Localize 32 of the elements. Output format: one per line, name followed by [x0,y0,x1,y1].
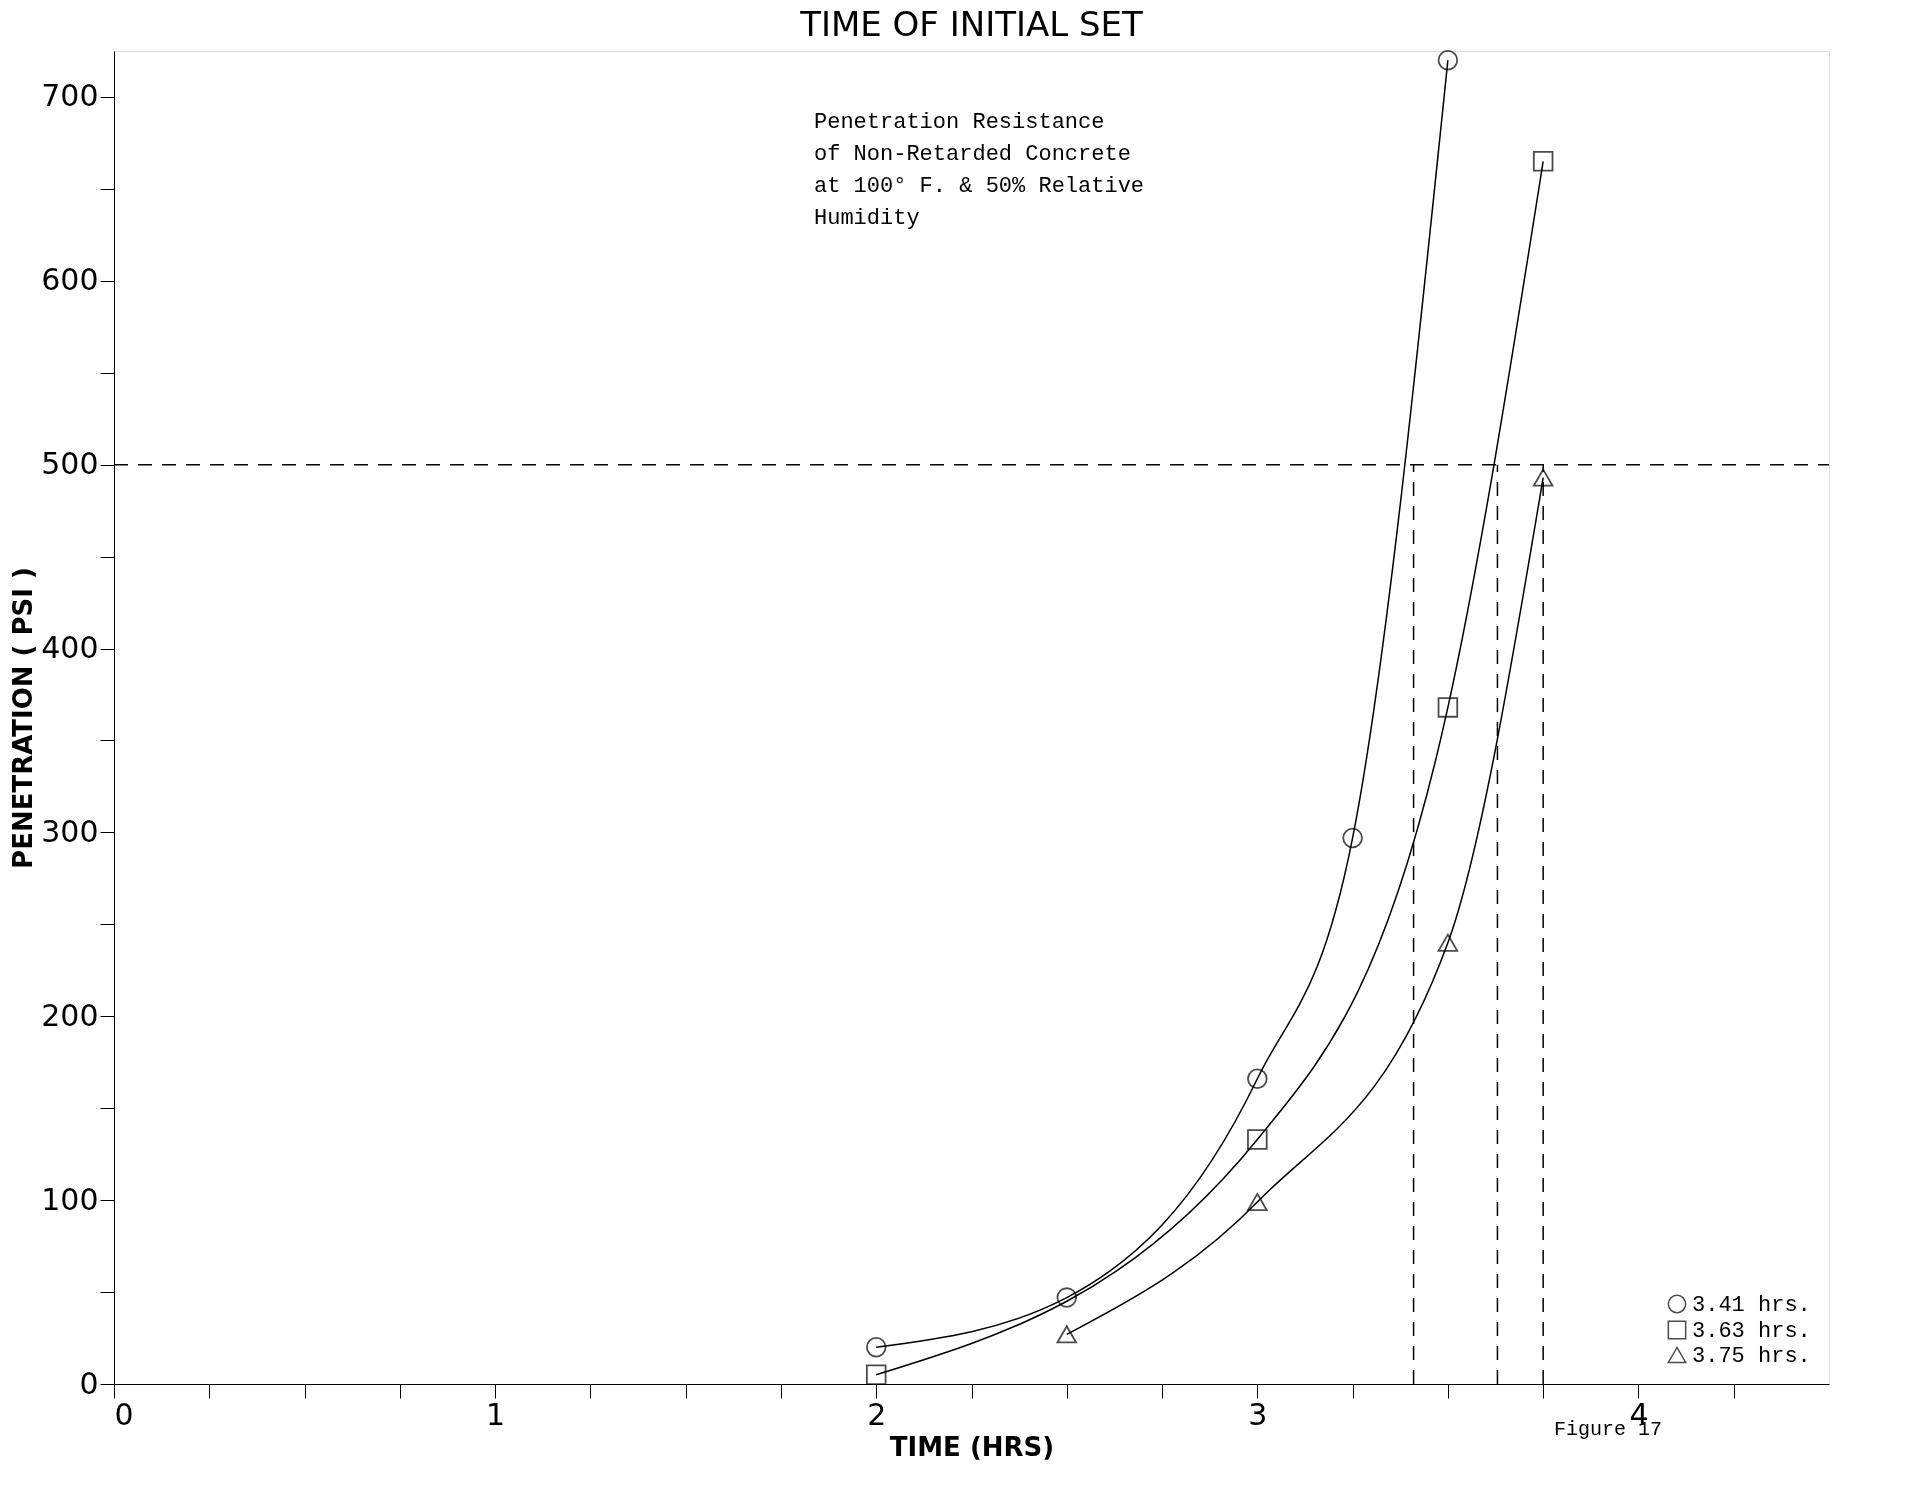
point [865,1336,887,1358]
point [1342,827,1363,849]
x-tick-label: 3 [1248,1396,1268,1432]
x-tick-label: 1 [486,1396,506,1432]
point [1056,1325,1078,1344]
point [1532,468,1554,487]
y-tick-label: 200 [41,997,99,1033]
x-axis-title: TIME (HRS) [889,1431,1055,1462]
x-tick-label: 2 [867,1396,887,1432]
x-tick-label: 0 [114,1396,134,1432]
point [865,1364,887,1386]
y-tick-label: 100 [41,1181,99,1217]
point [1247,1068,1268,1090]
annotation: Penetration Resistance of Non-Retarded Concrete at 100° F. & 50% Relative Humidity [814,110,1145,231]
y-tick-label: 500 [41,446,99,482]
chart-title: TIME OF INITIAL SET [799,4,1144,45]
y-tick-label: 700 [41,78,99,114]
y-tick-label: 400 [41,630,99,666]
legend-label: 3.41 hrs. [1692,1293,1811,1318]
point [1247,1129,1268,1150]
point [1056,1287,1078,1308]
point [1437,697,1459,718]
point [1437,933,1459,952]
legend-label: 3.63 hrs. [1692,1319,1811,1344]
y-tick-label: 0 [79,1365,99,1401]
legend-label: 3.75 hrs. [1692,1344,1811,1369]
point [1247,1192,1268,1211]
y-tick-label: 600 [41,262,99,298]
y-tick-label: 300 [41,813,99,849]
point [1437,49,1459,71]
y-axis-title: PENETRATION ( PSI ) [8,567,39,869]
point [1532,151,1554,172]
